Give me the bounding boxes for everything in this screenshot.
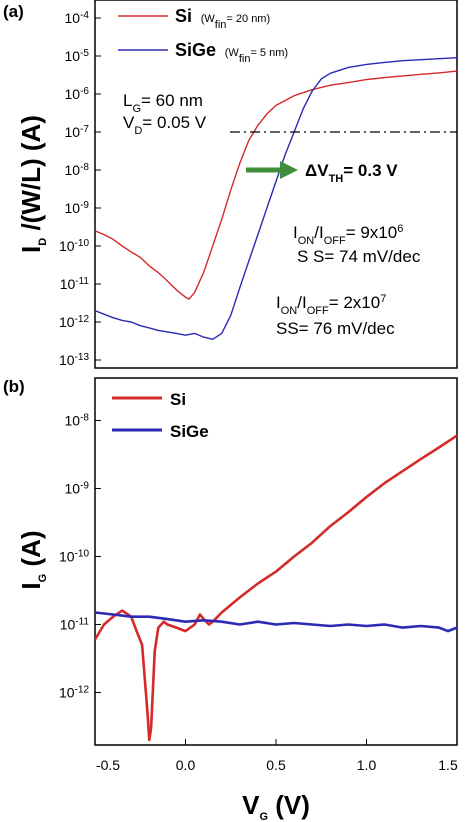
panel-a-y-tick-label: 10-5 [65, 48, 90, 65]
panel-a-y-tick-label: 10-13 [59, 352, 89, 369]
panel-a-y-tick-label: 10-7 [65, 124, 90, 141]
panel-a-y-tick-label: 10-4 [65, 10, 90, 27]
panel-b-y-tick-label: 10-12 [59, 684, 89, 701]
legend-sige-name: SiGe [175, 40, 216, 60]
panel-b-y-tick-label: 10-10 [59, 548, 89, 565]
panel-a-y-tick-label: 10-9 [65, 200, 90, 217]
panel-a-label: (a) [3, 2, 24, 21]
arrow-head [280, 161, 298, 179]
legend-b-sige-name: SiGe [170, 422, 209, 441]
panel-b-frame [94, 377, 458, 746]
panel-b-y-axis-label: IG (A) [16, 530, 49, 589]
panel-a-y-axis-label: ID /(W/L) (A) [16, 115, 49, 253]
panel-b-x-tick-label: 1.5 [438, 757, 458, 773]
panel-a-series-sige [95, 57, 457, 340]
panel-b-x-ticks: -0.5 0.0 0.5 1.0 1.5 [94, 739, 458, 773]
delta-vth-label: ΔVTH= 0.3 V [305, 161, 398, 185]
panel-b-x-tick-label: 1.0 [357, 757, 377, 773]
panel-a-y-tick-label: 10-11 [60, 276, 90, 293]
panel-a-y-tick-label: 10-6 [65, 86, 90, 103]
panel-b-legend: Si SiGe [112, 390, 209, 441]
panel-b-y-tick-label: 10-11 [60, 616, 90, 633]
drain-voltage-condition: VD= 0.05 V [123, 113, 207, 137]
panel-b-series [95, 434, 457, 742]
legend-sige-note: (Wfin= 5 nm) [225, 47, 288, 65]
gate-length-condition: LG= 60 nm [123, 91, 203, 115]
si-subthreshold-swing: S S= 74 mV/dec [297, 247, 421, 266]
legend-si-entry: Si (Wfin= 20 nm) [175, 6, 270, 31]
si-on-off-ratio: ION/IOFF= 9x106 [293, 223, 403, 247]
panel-a-series-si [95, 70, 457, 300]
panel-a-frame [94, 0, 458, 369]
panel-b-x-tick-label: -0.5 [96, 757, 120, 773]
delta-vth-arrow [246, 161, 298, 179]
panel-b-x-tick-label: 0.5 [266, 757, 286, 773]
legend-b-si-name: Si [170, 390, 186, 409]
panel-b-y-tick-label: 10-9 [65, 480, 90, 497]
panel-a-y-tick-label: 10-10 [59, 238, 89, 255]
panel-a-y-tick-label: 10-12 [59, 314, 89, 331]
panel-b-series-si [95, 434, 457, 742]
legend-sige-entry: SiGe (Wfin= 5 nm) [175, 40, 288, 65]
panel-a-legend: Si (Wfin= 20 nm) SiGe (Wfin= 5 nm) [118, 6, 288, 65]
legend-si-note: (Wfin= 20 nm) [201, 13, 270, 31]
panel-b-y-tick-label: 10-8 [65, 412, 90, 429]
panel-b-label: (b) [3, 377, 25, 396]
panel-a: (a) ID /(W/L) (A) 10-410-510-610-710-810… [3, 0, 458, 369]
legend-si-name: Si [175, 6, 192, 26]
sige-on-off-ratio: ION/IOFF= 2x107 [276, 293, 386, 317]
panel-a-series [95, 57, 457, 340]
panel-b: (b) IG (A) 10-8 10-9 10-10 10-11 10-12 -0.5 0… [3, 377, 458, 822]
panel-b-x-tick-label: 0.0 [176, 757, 196, 773]
panel-a-y-tick-label: 10-8 [65, 162, 90, 179]
panel-a-y-ticks: 10-4 10-5 10-6 10-7 10-8 10-9 10-10 10-11 10-12 1… [59, 10, 101, 369]
sige-subthreshold-swing: SS= 76 mV/dec [276, 319, 395, 338]
panel-b-series-sige [95, 611, 457, 633]
panel-b-x-axis-label: VG (V) [242, 790, 310, 822]
panel-b-y-ticks: 10-8 10-9 10-10 10-11 10-12 [59, 412, 101, 701]
